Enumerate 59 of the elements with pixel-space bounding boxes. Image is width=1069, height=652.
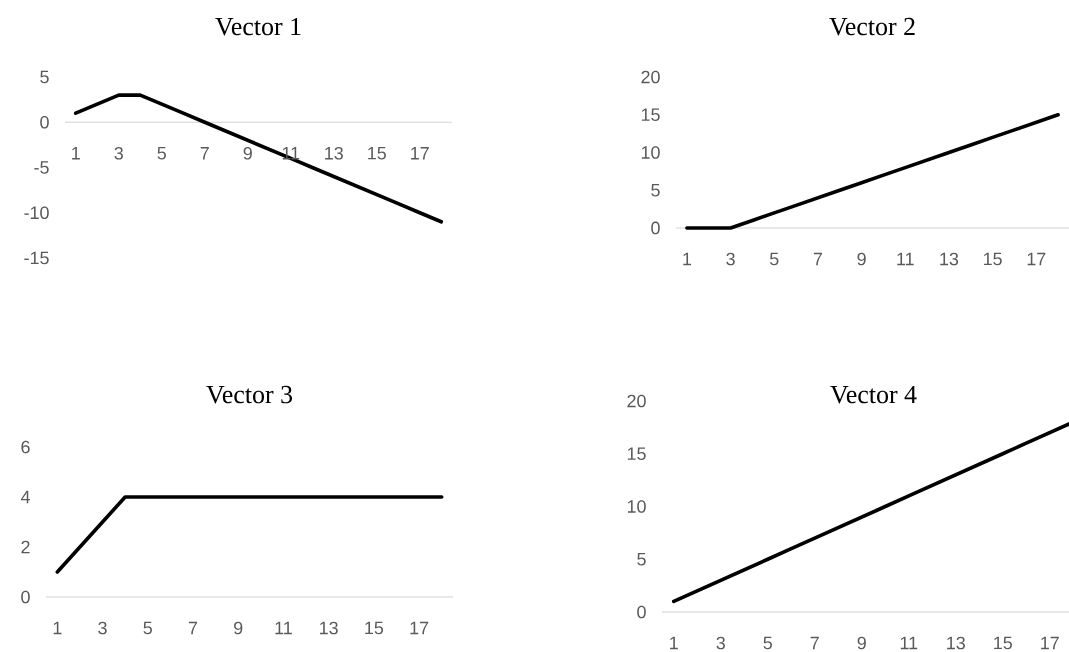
x-tick-label: 9 <box>243 146 252 160</box>
y-tick-label: 4 <box>20 490 30 504</box>
x-tick-label: 1 <box>670 636 678 650</box>
x-tick-label: 1 <box>53 621 62 635</box>
y-tick-label: 0 <box>651 221 660 235</box>
y-tick-label: 20 <box>641 70 660 84</box>
x-tick-label: 11 <box>275 621 292 635</box>
y-tick-label: 5 <box>637 552 646 566</box>
x-tick-label: 17 <box>1041 636 1059 650</box>
y-tick-label: 0 <box>637 605 646 619</box>
x-tick-label: 17 <box>410 621 429 635</box>
y-tick-label: 10 <box>641 146 660 159</box>
x-tick-label: 7 <box>810 636 819 650</box>
y-tick-label: 15 <box>627 447 646 460</box>
y-tick-label: 0 <box>40 115 49 129</box>
y-tick-label: 6 <box>21 440 30 454</box>
x-tick-label: 5 <box>157 146 166 160</box>
y-tick-label: 10 <box>627 500 646 513</box>
x-tick-label: 11 <box>282 147 300 160</box>
x-tick-label: 3 <box>716 636 725 650</box>
x-tick-label: 15 <box>368 146 386 160</box>
chart-title: Vector 3 <box>206 385 293 404</box>
y-tick-label: 2 <box>21 540 30 554</box>
chart-title: Vector 4 <box>830 385 917 404</box>
x-tick-label: 7 <box>188 621 198 635</box>
x-tick-label: 15 <box>365 621 384 635</box>
x-tick-label: 15 <box>994 636 1012 650</box>
x-tick-label: 5 <box>769 252 779 266</box>
y-tick-label: -10 <box>24 206 49 220</box>
x-tick-label: 7 <box>200 147 209 160</box>
x-tick-label: 1 <box>683 252 692 266</box>
y-tick-label: -5 <box>34 161 49 174</box>
x-tick-label: 5 <box>143 621 152 635</box>
y-tick-label: 5 <box>40 70 49 84</box>
chart-title: Vector 1 <box>215 17 301 36</box>
x-tick-label: 7 <box>813 252 823 266</box>
x-tick-label: 3 <box>726 252 735 266</box>
x-tick-label: 9 <box>857 252 866 266</box>
x-tick-label: 9 <box>857 636 866 650</box>
x-tick-label: 11 <box>897 252 914 266</box>
x-tick-label: 3 <box>114 146 123 160</box>
y-tick-label: 20 <box>627 394 646 408</box>
x-tick-label: 3 <box>98 621 107 635</box>
x-tick-label: 13 <box>320 621 338 635</box>
y-tick-label: 5 <box>651 183 660 197</box>
x-tick-label: 17 <box>1027 252 1046 266</box>
x-tick-label: 11 <box>900 636 918 650</box>
x-tick-label: 5 <box>763 636 772 650</box>
y-tick-label: -15 <box>24 251 49 265</box>
x-tick-label: 9 <box>234 621 243 635</box>
chart-title: Vector 2 <box>829 17 915 36</box>
x-tick-label: 15 <box>983 252 1002 266</box>
x-tick-label: 13 <box>947 636 965 650</box>
y-tick-label: 0 <box>21 590 30 604</box>
x-tick-label: 13 <box>940 252 959 266</box>
y-tick-label: 15 <box>641 108 660 121</box>
x-tick-label: 1 <box>72 147 80 160</box>
x-tick-label: 13 <box>325 146 343 160</box>
x-tick-label: 17 <box>411 147 429 160</box>
